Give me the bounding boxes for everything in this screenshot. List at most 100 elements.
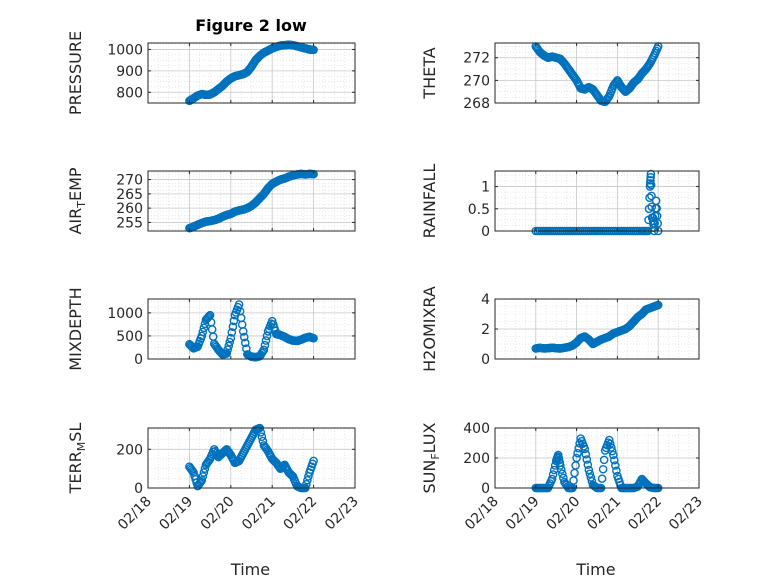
y-tick-label: 0 — [481, 224, 490, 240]
figure-title: Figure 2 low — [195, 16, 307, 35]
data-point — [547, 474, 557, 484]
data-point — [256, 428, 266, 437]
axes-rainfall: 0 0.5 1 RAINFALL — [420, 164, 700, 240]
data-point — [646, 176, 655, 185]
data-point — [645, 182, 655, 191]
y-tick-label: 1 — [481, 180, 490, 196]
y-axis-label-main: PRESSURE — [66, 31, 85, 115]
data-point — [558, 469, 567, 479]
data-point — [608, 446, 617, 456]
data-point — [259, 345, 269, 355]
data-point — [199, 323, 209, 333]
y-tick-label: 0.5 — [468, 202, 490, 218]
data-point — [647, 191, 656, 201]
data-point — [548, 470, 558, 479]
data-point — [573, 448, 582, 458]
y-tick-label: 0 — [134, 352, 143, 368]
y-tick-label: 255 — [116, 215, 143, 231]
y-tick-label: 2 — [481, 322, 490, 338]
axes-frame — [147, 170, 356, 232]
data-point — [229, 316, 239, 326]
data-point — [605, 439, 615, 449]
data-point — [609, 450, 618, 460]
data-point — [199, 468, 209, 477]
data-point — [586, 473, 596, 482]
y-axis-label: SUNFLUX — [420, 422, 442, 493]
data-point — [309, 45, 318, 55]
data-point — [196, 477, 206, 487]
data-point — [223, 345, 232, 354]
y-axis-label-main: THETA — [420, 47, 439, 99]
axes-frame — [494, 42, 700, 104]
x-axis-label: Time — [230, 560, 270, 579]
y-axis-label: PRESSURE — [66, 31, 85, 115]
y-tick-label: 1000 — [107, 42, 143, 58]
x-axis-label: Time — [575, 560, 615, 579]
y-tick-label: 500 — [116, 329, 143, 345]
data-point — [572, 453, 581, 463]
y-axis-label-subscript: T — [75, 201, 88, 209]
data-point — [645, 193, 654, 202]
data-point — [550, 461, 560, 470]
data-point — [200, 464, 210, 473]
data-point — [583, 460, 593, 470]
data-point — [611, 461, 620, 470]
data-point — [197, 331, 207, 341]
data-point — [224, 341, 234, 351]
y-axis-label-main: RAINFALL — [420, 164, 439, 239]
data-point — [598, 464, 608, 474]
y-axis-label-main: SUN — [420, 460, 439, 494]
y-axis-label: AIRTEMP — [66, 167, 88, 234]
data-point — [198, 472, 208, 481]
y-tick-label: 400 — [463, 421, 490, 437]
data-point — [585, 469, 595, 479]
y-tick-label: 0 — [481, 481, 490, 497]
y-axis-label-main: MIXDEPTH — [66, 287, 85, 370]
y-axis-label-subscript: F — [429, 453, 442, 459]
y-axis-label-main: TERR — [66, 451, 85, 494]
y-tick-label: 800 — [116, 85, 143, 101]
data-point — [260, 340, 270, 350]
data-point — [646, 180, 656, 190]
y-tick-label: 268 — [463, 96, 490, 112]
axes-frame — [147, 298, 356, 360]
data-point — [647, 202, 657, 212]
y-axis-label: MIXDEPTH — [66, 287, 85, 370]
data-point — [597, 474, 607, 483]
y-axis-label: RAINFALL — [420, 164, 439, 239]
data-point — [228, 322, 238, 331]
data-point — [239, 332, 249, 342]
y-axis-label-main: H2OMIXRA — [420, 286, 439, 372]
y-axis-label-main: AIR — [66, 208, 85, 235]
y-axis-label: TERRMSL — [66, 423, 88, 495]
axes-pressure: 800 900 1000 PRESSURE — [66, 31, 356, 115]
y-axis-label-rest: SL — [66, 423, 85, 442]
data-point — [557, 465, 566, 474]
data-point — [581, 449, 591, 459]
data-point — [606, 443, 616, 452]
axes-h2omixra: 0 2 4 H2OMIXRA — [420, 286, 700, 372]
data-point — [220, 446, 229, 456]
data-point — [188, 466, 197, 476]
data-point — [309, 333, 318, 343]
axes-frame — [494, 170, 700, 232]
data-point — [225, 337, 235, 347]
axes-frame — [147, 42, 356, 104]
y-axis-label-rest: EMP — [66, 167, 85, 201]
y-tick-label: 260 — [116, 201, 143, 217]
data-point — [258, 436, 268, 446]
data-point — [226, 333, 236, 343]
y-tick-label: 0 — [481, 352, 490, 368]
y-axis-label: H2OMIXRA — [420, 286, 439, 372]
data-point — [227, 328, 237, 337]
data-point — [198, 327, 208, 337]
data-point — [599, 455, 609, 465]
data-point — [604, 435, 614, 445]
y-tick-label: 200 — [463, 451, 490, 467]
axes-mixdepth: 0 500 1000 MIXDEPTH — [66, 287, 356, 371]
data-point — [257, 432, 267, 442]
y-axis-label: THETA — [420, 47, 439, 99]
data-point — [197, 475, 207, 485]
